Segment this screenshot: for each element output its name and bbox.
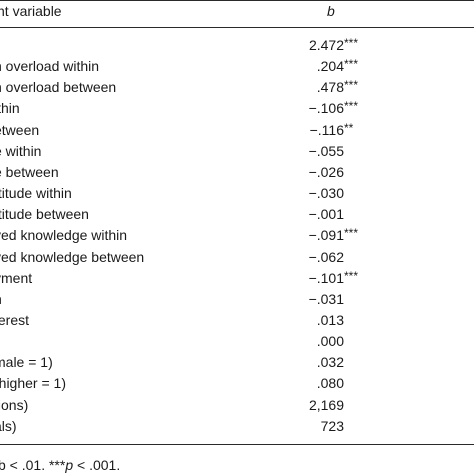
coefficient: 2.472 — [308, 37, 344, 53]
coefficient: 2,169 — [308, 397, 344, 413]
coefficient: .204 — [316, 58, 344, 74]
coefficient: 723 — [320, 418, 344, 434]
row-value: −.026 — [309, 162, 344, 182]
row-label: ttitude within — [0, 185, 72, 201]
coefficient: −.001 — [308, 206, 344, 222]
coefficient: −.106 — [308, 100, 344, 116]
row-value: 723 — [321, 416, 344, 436]
row-value: 2,169 — [309, 395, 344, 415]
top-rule — [0, 0, 474, 1]
coefficient: .000 — [316, 333, 344, 349]
header-rule — [0, 27, 474, 28]
row-label: (higher = 1) — [0, 375, 66, 391]
column-header-b: b — [327, 3, 335, 19]
coefficient: −.026 — [308, 164, 344, 180]
row-label: male = 1) — [0, 354, 53, 370]
row-label: n overload between — [0, 79, 117, 95]
significance-stars: *** — [344, 269, 359, 283]
row-label: n overload within — [0, 58, 100, 74]
table-note: b < .01. ***p < .001. — [0, 456, 120, 474]
note-text-1: b < .01. — [0, 457, 49, 473]
row-value: .204*** — [317, 56, 358, 76]
row-label: als) — [0, 418, 17, 434]
row-label: n — [0, 289, 2, 309]
row-value: .080 — [317, 373, 344, 393]
coefficient: .032 — [316, 354, 344, 370]
coefficient: −.116 — [309, 122, 344, 138]
row-label: terest — [0, 312, 30, 328]
row-label: e between — [0, 164, 59, 180]
significance-stars: ** — [344, 121, 354, 135]
row-value: .000 — [317, 331, 344, 351]
row-value: .032 — [317, 352, 344, 372]
row-value: 2.472*** — [309, 35, 358, 55]
coefficient: .080 — [316, 375, 344, 391]
row-label: ttitude between — [0, 206, 89, 222]
note-text-2: < .001. — [73, 457, 121, 473]
row-value: −.001 — [309, 204, 344, 224]
column-header-variable: nt variable — [0, 3, 62, 19]
coefficient: −.091 — [308, 227, 344, 243]
row-label: ved knowledge between — [0, 249, 145, 265]
coefficient: −.031 — [308, 291, 344, 307]
row-value: −.101*** — [309, 268, 358, 288]
row-label: e within — [0, 143, 42, 159]
coefficient: .013 — [316, 312, 344, 328]
significance-stars: *** — [344, 36, 359, 50]
row-value: −.030 — [309, 183, 344, 203]
row-value: −.062 — [309, 247, 344, 267]
significance-stars: *** — [344, 57, 359, 71]
row-value: .478*** — [317, 77, 358, 97]
coefficient: −.055 — [308, 143, 344, 159]
row-label: yment — [0, 270, 33, 286]
row-label: etween — [0, 122, 40, 138]
significance-stars: *** — [344, 78, 359, 92]
row-value: −.106*** — [309, 98, 358, 118]
note-stars: *** — [48, 457, 66, 473]
bottom-rule — [0, 444, 474, 445]
row-label: tions) — [0, 397, 29, 413]
coefficient: .478 — [316, 79, 344, 95]
row-value: −.116** — [310, 120, 354, 140]
significance-stars: *** — [344, 99, 359, 113]
row-label: ithin — [0, 100, 20, 116]
row-value: −.031 — [309, 289, 344, 309]
note-p: p — [65, 457, 74, 473]
row-value: −.055 — [309, 141, 344, 161]
row-value: .013 — [317, 310, 344, 330]
coefficient: −.062 — [308, 249, 344, 265]
coefficient: −.030 — [308, 185, 344, 201]
row-label: ved knowledge within — [0, 227, 128, 243]
row-value: −.091*** — [309, 225, 358, 245]
significance-stars: *** — [344, 226, 359, 240]
coefficient: −.101 — [308, 270, 344, 286]
